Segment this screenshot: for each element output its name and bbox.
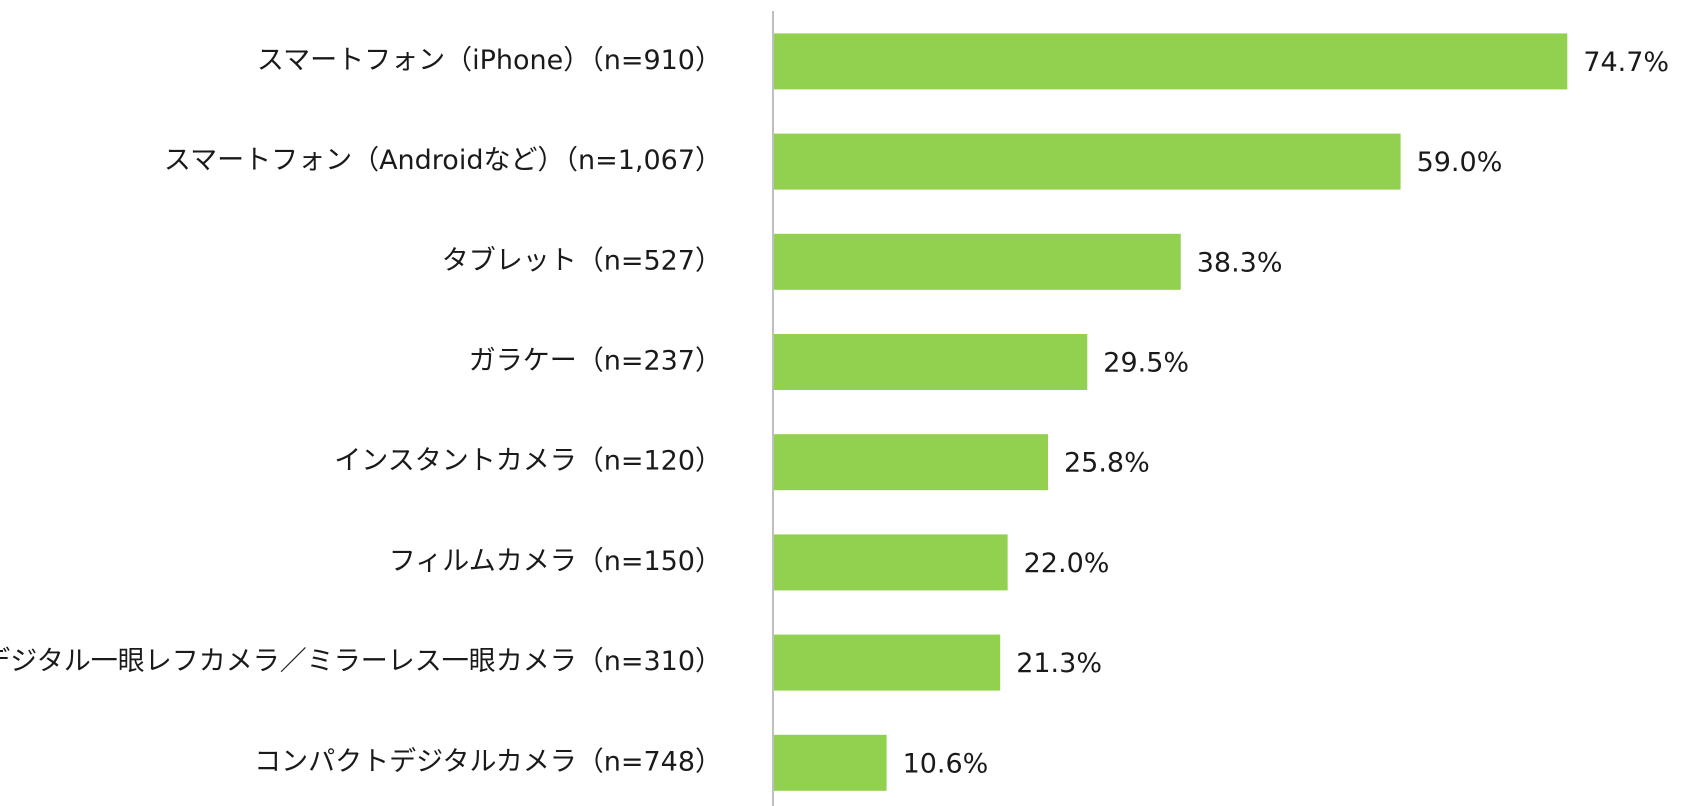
bar [774, 334, 1088, 390]
category-label: インスタントカメラ（n=120） [334, 446, 722, 477]
category-label: スマートフォン（iPhone）（n=910） [257, 45, 722, 76]
value-label: 74.7% [1583, 47, 1669, 78]
value-label: 38.3% [1197, 247, 1283, 278]
value-label: 21.3% [1016, 648, 1102, 679]
category-label: スマートフォン（Androidなど）（n=1,067） [164, 145, 722, 176]
value-label: 22.0% [1024, 548, 1110, 579]
value-label: 25.8% [1064, 448, 1150, 479]
bar [774, 133, 1401, 190]
category-label: ガラケー（n=237） [469, 346, 722, 377]
bar [774, 434, 1048, 491]
bar [774, 634, 1001, 691]
value-label: 10.6% [903, 748, 989, 779]
bar [774, 233, 1181, 290]
bar [774, 33, 1568, 90]
category-label: コンパクトデジタルカメラ（n=748） [254, 746, 722, 777]
category-label: タブレット（n=527） [442, 245, 722, 276]
category-label: フィルムカメラ（n=150） [389, 546, 722, 577]
bar [774, 734, 887, 791]
category-label: デジタル一眼レフカメラ／ミラーレス一眼カメラ（n=310） [0, 646, 722, 677]
value-label: 29.5% [1103, 348, 1189, 379]
bar [774, 534, 1008, 591]
value-label: 59.0% [1417, 147, 1503, 178]
